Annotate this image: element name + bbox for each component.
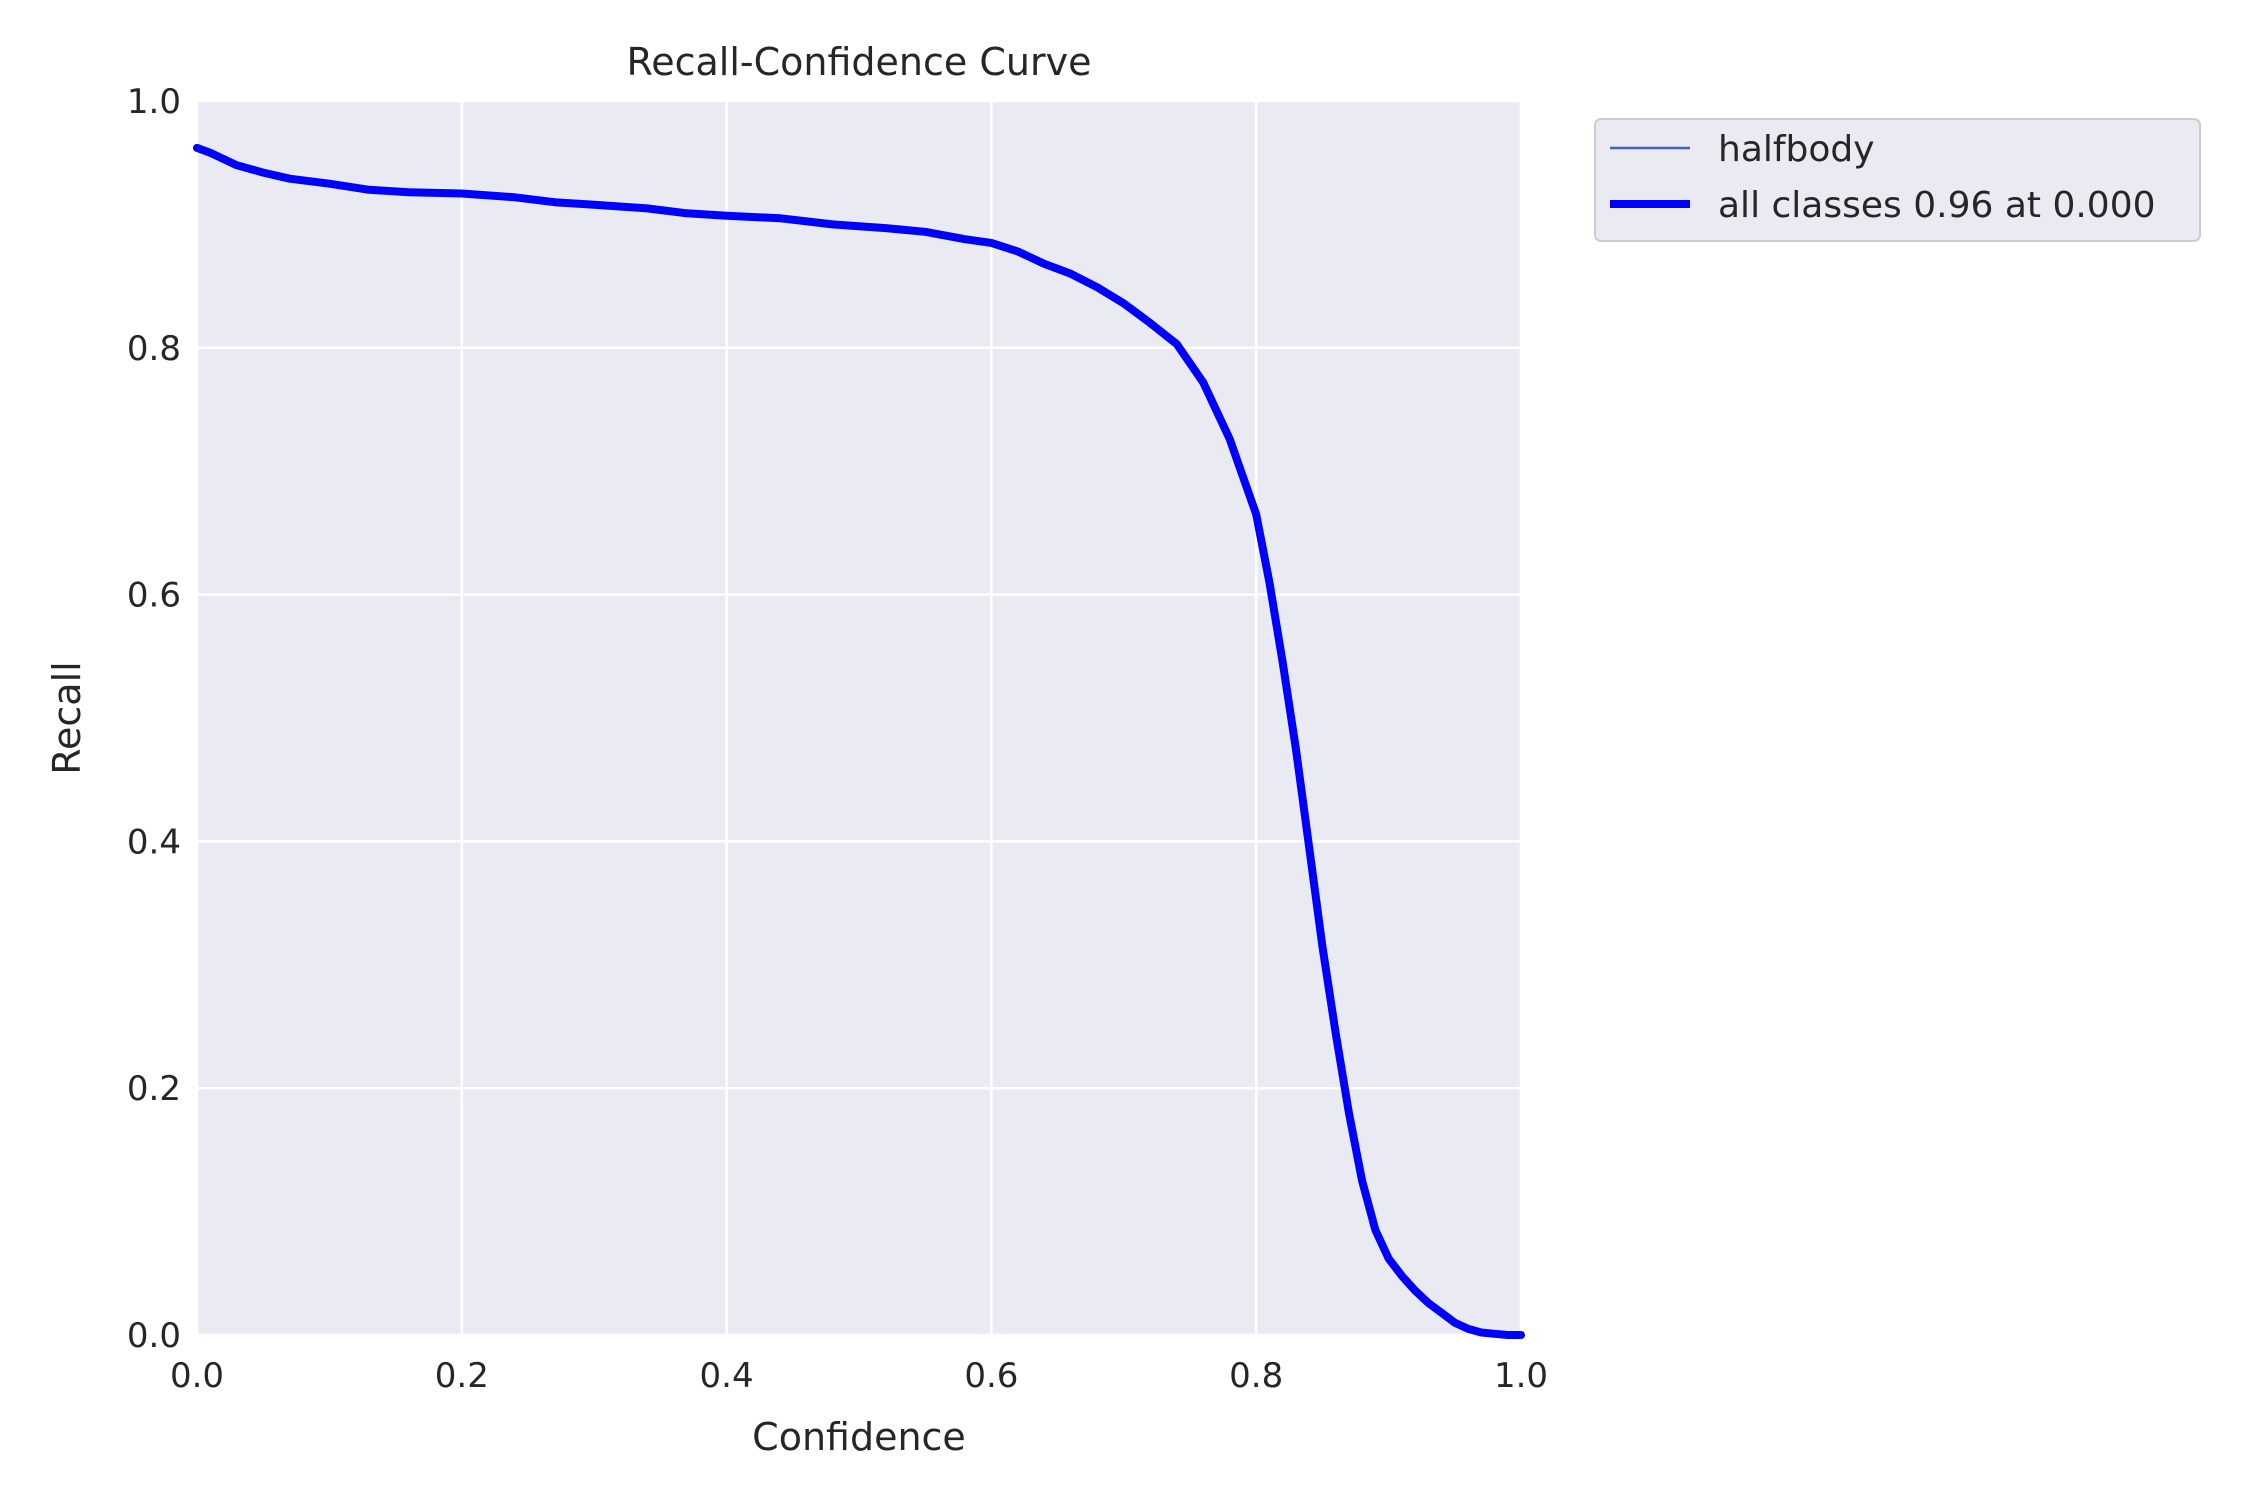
y-tick-label: 0.4 — [127, 822, 181, 862]
plot-area — [197, 101, 1521, 1335]
y-axis-label: Recall — [45, 661, 89, 774]
y-tick-label: 0.2 — [127, 1069, 181, 1109]
x-tick-label: 0.0 — [170, 1356, 224, 1396]
x-tick-labels: 0.0 0.2 0.4 0.6 0.8 1.0 — [170, 1356, 1548, 1396]
y-tick-label: 1.0 — [127, 82, 181, 122]
series-line-all-classes — [193, 143, 1525, 1339]
y-tick-labels: 0.0 0.2 0.4 0.6 0.8 1.0 — [127, 82, 181, 1356]
legend-label-halfbody: halfbody — [1718, 129, 1875, 170]
legend: halfbody all classes 0.96 at 0.000 — [1594, 118, 2201, 242]
grid-lines — [195, 99, 1523, 1337]
legend-box — [1594, 118, 2201, 242]
y-tick-label: 0.8 — [127, 329, 181, 369]
y-tick-label: 0.6 — [127, 576, 181, 616]
y-tick-label: 0.0 — [127, 1316, 181, 1356]
x-tick-label: 0.4 — [700, 1356, 754, 1396]
x-tick-label: 0.8 — [1229, 1356, 1283, 1396]
legend-label-all-classes: all classes 0.96 at 0.000 — [1718, 185, 2156, 226]
chart-title: Recall-Confidence Curve — [627, 40, 1092, 84]
x-tick-label: 1.0 — [1494, 1356, 1548, 1396]
x-tick-label: 0.6 — [964, 1356, 1018, 1396]
x-tick-label: 0.2 — [435, 1356, 489, 1396]
x-axis-label: Confidence — [752, 1415, 966, 1459]
series-lines — [193, 143, 1525, 1339]
